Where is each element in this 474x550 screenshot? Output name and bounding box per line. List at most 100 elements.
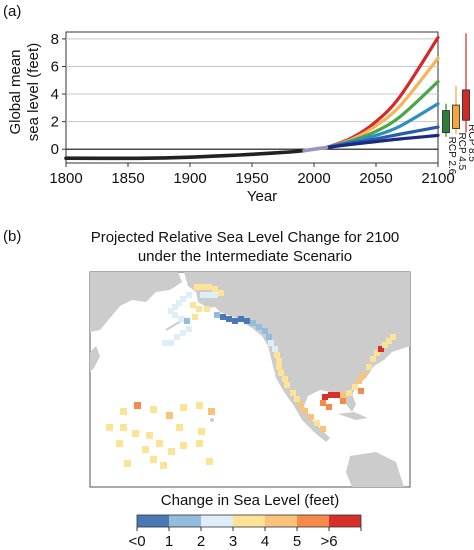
sea-level-cell	[334, 392, 340, 398]
sea-level-cell	[200, 284, 206, 290]
sea-level-cell	[180, 442, 187, 449]
sea-level-cell	[220, 314, 226, 320]
sea-level-map	[89, 271, 411, 488]
x-tick-label: 2100	[421, 170, 454, 187]
y-axis-ticks: 0 2 4 6 8	[51, 31, 66, 158]
sea-level-cell	[180, 296, 186, 302]
sea-level-cell	[340, 398, 346, 404]
x-tick-label: 1800	[49, 170, 82, 187]
sea-level-cell	[244, 318, 250, 324]
sea-level-cell	[320, 400, 326, 406]
y-axis-label-line2: sea level (feet)	[25, 43, 42, 141]
sea-level-cell	[276, 364, 282, 370]
sea-level-cell	[190, 302, 196, 308]
x-tick-label: 2000	[297, 170, 330, 187]
y-axis-label-line1: Global mean	[7, 49, 24, 134]
sea-level-cell	[278, 370, 284, 376]
rcp-label: RCP 8.5	[466, 124, 474, 162]
sea-level-cell	[274, 352, 280, 358]
sea-level-cell	[276, 358, 282, 364]
legend-label: 3	[229, 533, 237, 550]
sea-level-cell	[150, 456, 157, 463]
sea-level-cell	[120, 408, 127, 415]
sea-level-cell	[320, 426, 326, 432]
y-tick-label: 0	[51, 141, 59, 158]
sea-level-cell	[206, 458, 213, 465]
rcp-label: RCP 2.6	[446, 137, 457, 175]
map-land-greenland	[392, 272, 410, 300]
sea-level-cell	[160, 462, 167, 469]
sea-level-cell	[308, 414, 314, 420]
sea-level-cell	[314, 420, 320, 426]
sea-level-line-chart: 0 2 4 6 8 1800 1850 1900 1950 2000 2050 2100 RCP 2…	[7, 31, 474, 205]
panel-a-label: (a)	[3, 3, 21, 20]
sea-level-cell	[328, 392, 334, 398]
legend-swatch	[169, 515, 201, 527]
legend-title: Change in Sea Level (feet)	[161, 492, 339, 509]
legend-label: 4	[261, 533, 269, 550]
y-tick-label: 4	[51, 86, 59, 103]
sea-level-cell	[386, 338, 392, 344]
sea-level-cell	[174, 334, 180, 340]
sea-level-cell	[282, 376, 288, 382]
legend-swatch	[201, 515, 233, 527]
sea-level-cell	[180, 330, 186, 336]
legend-label: 1	[165, 533, 173, 550]
map-land-north-america	[184, 272, 410, 442]
legend-swatch	[265, 515, 297, 527]
map-land-florida	[346, 392, 356, 412]
sea-level-cell	[206, 284, 212, 290]
sea-level-cell	[272, 346, 278, 352]
sea-level-cell	[180, 404, 187, 411]
sea-level-cell	[186, 292, 192, 298]
legend-swatch	[137, 515, 169, 527]
sea-level-cell	[226, 316, 232, 322]
map-land-south-america	[346, 452, 404, 487]
sea-level-cell	[290, 390, 296, 396]
sea-level-cell	[150, 406, 157, 413]
y-tick-label: 8	[51, 31, 59, 48]
sea-level-cell	[168, 448, 175, 455]
sea-level-cell	[214, 312, 220, 318]
sea-level-cell	[196, 402, 203, 409]
sea-level-cell	[346, 390, 352, 396]
sea-level-cell	[106, 424, 113, 431]
plot-area	[65, 31, 439, 164]
sea-level-cell	[168, 308, 174, 314]
panel-b-label: (b)	[3, 228, 21, 245]
map-land-asia	[90, 272, 182, 332]
x-tick-label: 1850	[111, 170, 144, 187]
sea-level-cell	[284, 382, 290, 388]
sea-level-cell	[370, 356, 376, 362]
colorbar-legend: <0 1 2 3 4 5 >6	[128, 514, 362, 550]
sea-level-cell	[166, 412, 173, 419]
rcp-box	[462, 89, 470, 121]
sea-level-cell	[116, 440, 123, 447]
sea-level-cell	[266, 334, 272, 340]
rcp-box	[442, 110, 450, 134]
gridlines	[66, 38, 438, 150]
sea-level-cell	[366, 364, 372, 370]
legend-swatch	[233, 515, 265, 527]
rcp-boxplots: RCP 2.6 RCP 4.5 RCP 8.5	[442, 33, 474, 175]
x-tick-label: 1900	[173, 170, 206, 187]
sea-level-cell	[172, 304, 178, 310]
sea-level-cell	[176, 300, 182, 306]
sea-level-cell	[360, 372, 366, 378]
sea-level-cell	[340, 392, 346, 398]
sea-level-cell	[212, 292, 218, 298]
sea-level-cell	[374, 350, 380, 356]
sea-level-cell	[250, 320, 256, 326]
sea-level-cell	[268, 340, 274, 346]
sea-level-cell	[208, 408, 215, 415]
sea-level-cell	[200, 292, 206, 298]
legend-swatch	[297, 515, 329, 527]
sea-level-cell	[146, 432, 153, 439]
sea-level-cell	[198, 428, 205, 435]
series-lines	[64, 35, 440, 161]
x-tick-label: 2050	[359, 170, 392, 187]
sea-level-cell	[168, 340, 174, 346]
sea-level-cell	[358, 388, 364, 394]
legend-swatch	[329, 515, 361, 527]
